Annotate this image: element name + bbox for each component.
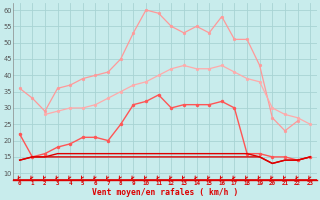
X-axis label: Vent moyen/en rafales ( km/h ): Vent moyen/en rafales ( km/h ) — [92, 188, 238, 197]
